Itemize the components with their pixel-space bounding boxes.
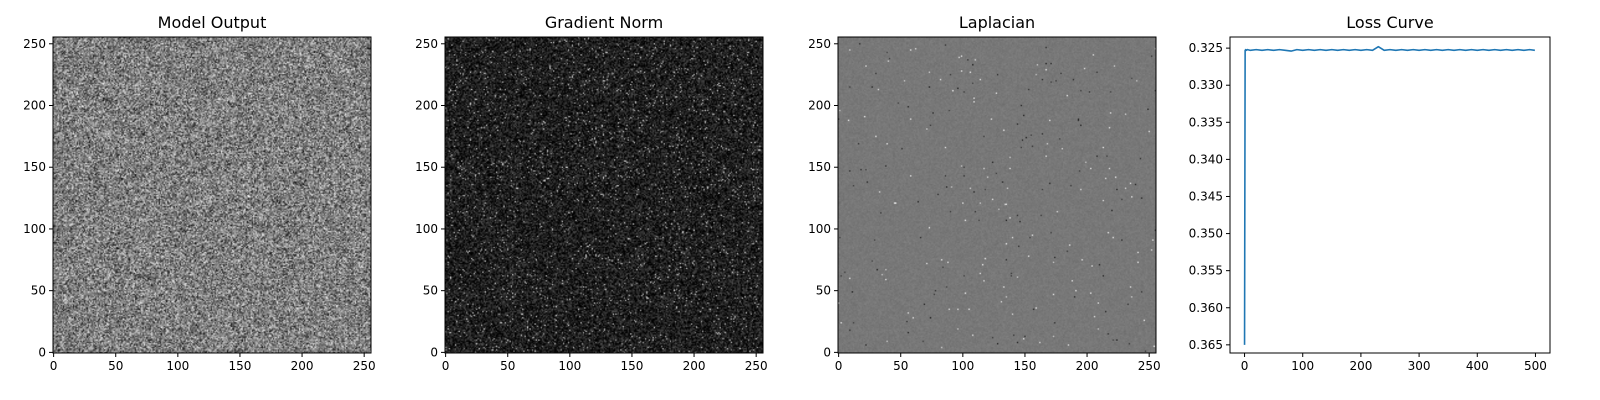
y-tick-label: 0 [823, 345, 831, 359]
y-tick-label: 250 [415, 37, 438, 51]
x-tick-label: 0 [50, 359, 58, 373]
x-tick-label: 50 [893, 359, 908, 373]
x-tick-label: 500 [1524, 359, 1547, 373]
y-tick-label: 100 [808, 222, 831, 236]
y-tick-label: 150 [808, 160, 831, 174]
y-tick-label: 0.350 [1189, 227, 1223, 241]
x-tick-label: 200 [1076, 359, 1099, 373]
y-tick-label: 50 [423, 284, 438, 298]
axes-frame [1229, 36, 1551, 354]
x-tick-label: 100 [1291, 359, 1314, 373]
x-tick-label: 150 [620, 359, 643, 373]
x-tick-label: 400 [1466, 359, 1489, 373]
y-tick-label: 0.355 [1189, 264, 1223, 278]
y-tick-label: 0 [38, 345, 46, 359]
x-tick-label: 150 [228, 359, 251, 373]
axes-frame [837, 36, 1157, 354]
y-tick-label: 0 [430, 345, 438, 359]
x-tick-label: 50 [108, 359, 123, 373]
y-tick-label: 150 [415, 160, 438, 174]
panel-title: Loss Curve [1346, 13, 1433, 32]
y-tick-label: 200 [808, 99, 831, 113]
x-tick-label: 100 [951, 359, 974, 373]
y-tick-label: 200 [415, 99, 438, 113]
heatmap-image [445, 37, 763, 353]
x-tick-label: 250 [745, 359, 768, 373]
x-tick-label: 250 [353, 359, 376, 373]
panel-title: Model Output [158, 13, 267, 32]
y-tick-label: 0.325 [1189, 41, 1223, 55]
x-tick-label: 100 [558, 359, 581, 373]
y-tick-label: 100 [415, 222, 438, 236]
y-tick-label: 0.360 [1189, 301, 1223, 315]
x-tick-label: 200 [1349, 359, 1372, 373]
y-tick-label: 250 [808, 37, 831, 51]
panel-model-output: Model Output 0 50 100 150 200 250 0 50 100 150 200… [23, 13, 376, 373]
y-tick-label: 0.335 [1189, 115, 1223, 129]
axes-frame [444, 36, 764, 354]
panel-loss-curve: Loss Curve 0 100 200 300 400 500 0.325 0.330 0.3… [1189, 13, 1551, 373]
y-tick-label: 0.365 [1189, 338, 1223, 352]
x-tick-label: 100 [166, 359, 189, 373]
heatmap-image [53, 37, 371, 353]
panel-title: Laplacian [959, 13, 1035, 32]
y-tick-label: 0.340 [1189, 152, 1223, 166]
x-tick-label: 200 [683, 359, 706, 373]
y-tick-label: 100 [23, 222, 46, 236]
loss-series-line [1243, 45, 1535, 345]
y-tick-label: 200 [23, 99, 46, 113]
x-tick-label: 0 [1241, 359, 1249, 373]
heatmap-image [838, 37, 1156, 353]
y-tick-label: 250 [23, 37, 46, 51]
x-tick-label: 0 [835, 359, 843, 373]
y-tick-label: 50 [816, 284, 831, 298]
x-tick-label: 150 [1013, 359, 1036, 373]
x-tick-label: 50 [500, 359, 515, 373]
panel-laplacian: Laplacian 0 50 100 150 200 250 0 50 100 150 200 250 [808, 13, 1161, 373]
x-tick-label: 300 [1408, 359, 1431, 373]
axes-frame [52, 36, 372, 354]
panel-title: Gradient Norm [545, 13, 663, 32]
panel-gradient-norm: Gradient Norm 0 50 100 150 200 250 0 50 100 150 20… [415, 13, 768, 373]
y-tick-label: 150 [23, 160, 46, 174]
x-tick-label: 250 [1138, 359, 1161, 373]
y-tick-label: 0.345 [1189, 189, 1223, 203]
y-tick-label: 50 [31, 284, 46, 298]
y-tick-label: 0.330 [1189, 78, 1223, 92]
x-tick-label: 200 [291, 359, 314, 373]
x-tick-label: 0 [442, 359, 450, 373]
